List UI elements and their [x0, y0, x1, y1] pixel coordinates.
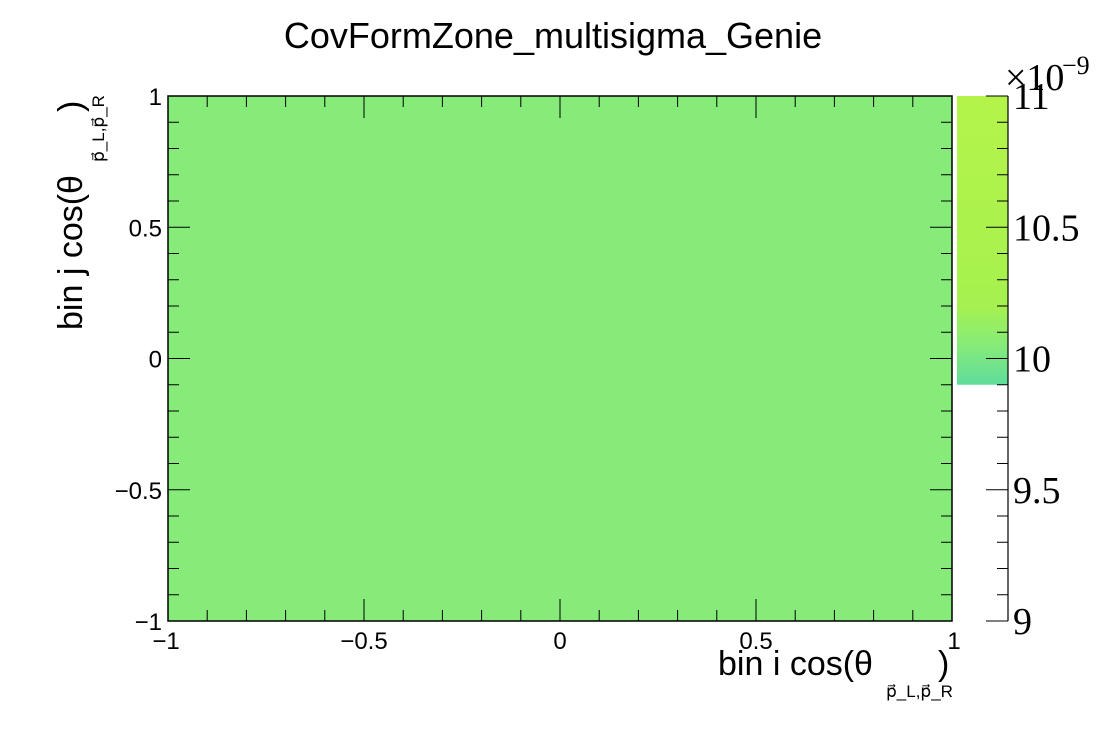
x-axis-title-subscript: p⃗_L,p⃗_R — [886, 682, 953, 701]
svg-text:bin j cos(θ: bin j cos(θ — [52, 175, 90, 330]
y-axis-title-close: ) — [52, 101, 90, 112]
y-tick-label: 1 — [149, 84, 162, 111]
y-axis: −1 −0.5 0 0.5 1 — [115, 84, 952, 636]
x-axis-title-close: ) — [938, 645, 949, 683]
color-scale-exponent-power: −9 — [1062, 51, 1090, 80]
color-scale-tick-label: 10 — [1013, 339, 1051, 381]
x-axis-title-main: bin i cos(θ — [718, 645, 873, 683]
y-tick-label: 0.5 — [129, 215, 162, 242]
x-tick-label: 1 — [947, 628, 960, 655]
x-axis-title: bin i cos(θ p⃗_L,p⃗_R ) — [718, 645, 953, 701]
heatmap-cell — [168, 96, 952, 621]
y-axis-title-main: bin j cos(θ — [52, 175, 90, 330]
color-scale-exponent: ×10 −9 — [1005, 51, 1090, 99]
chart-title: CovFormZone_multisigma_Genie — [284, 15, 822, 56]
color-scale: 9 9.5 10 10.5 11 — [957, 76, 1080, 643]
x-tick-label: −0.5 — [340, 628, 387, 655]
y-axis-title-subscript: p⃗_L,p⃗_R — [89, 95, 108, 162]
x-tick-label: 0 — [553, 628, 566, 655]
svg-text:p⃗_L,p⃗_R: p⃗_L,p⃗_R — [886, 682, 953, 701]
x-axis: −1 −0.5 0 0.5 1 — [152, 96, 961, 655]
color-scale-tick-label: 9 — [1013, 601, 1032, 643]
svg-text:): ) — [938, 645, 949, 683]
svg-text:bin i cos(θ: bin i cos(θ — [718, 645, 873, 683]
color-scale-bar — [957, 96, 1008, 385]
color-scale-tick-label: 11 — [1013, 76, 1050, 118]
y-tick-label: −1 — [135, 609, 162, 636]
y-tick-label: 0 — [149, 347, 162, 374]
color-scale-exponent-base: ×10 — [1005, 57, 1064, 99]
svg-text:p⃗_L,p⃗_R: p⃗_L,p⃗_R — [89, 95, 108, 162]
x-tick-label: 0.5 — [739, 628, 772, 655]
svg-text:): ) — [52, 101, 90, 112]
color-scale-tick-label: 10.5 — [1013, 207, 1080, 249]
y-axis-title: bin j cos(θ p⃗_L,p⃗_R ) — [52, 95, 108, 330]
y-tick-label: −0.5 — [115, 478, 162, 505]
color-scale-tick-label: 9.5 — [1013, 470, 1061, 512]
x-tick-label: −1 — [152, 628, 179, 655]
heatmap-cells — [168, 96, 952, 621]
